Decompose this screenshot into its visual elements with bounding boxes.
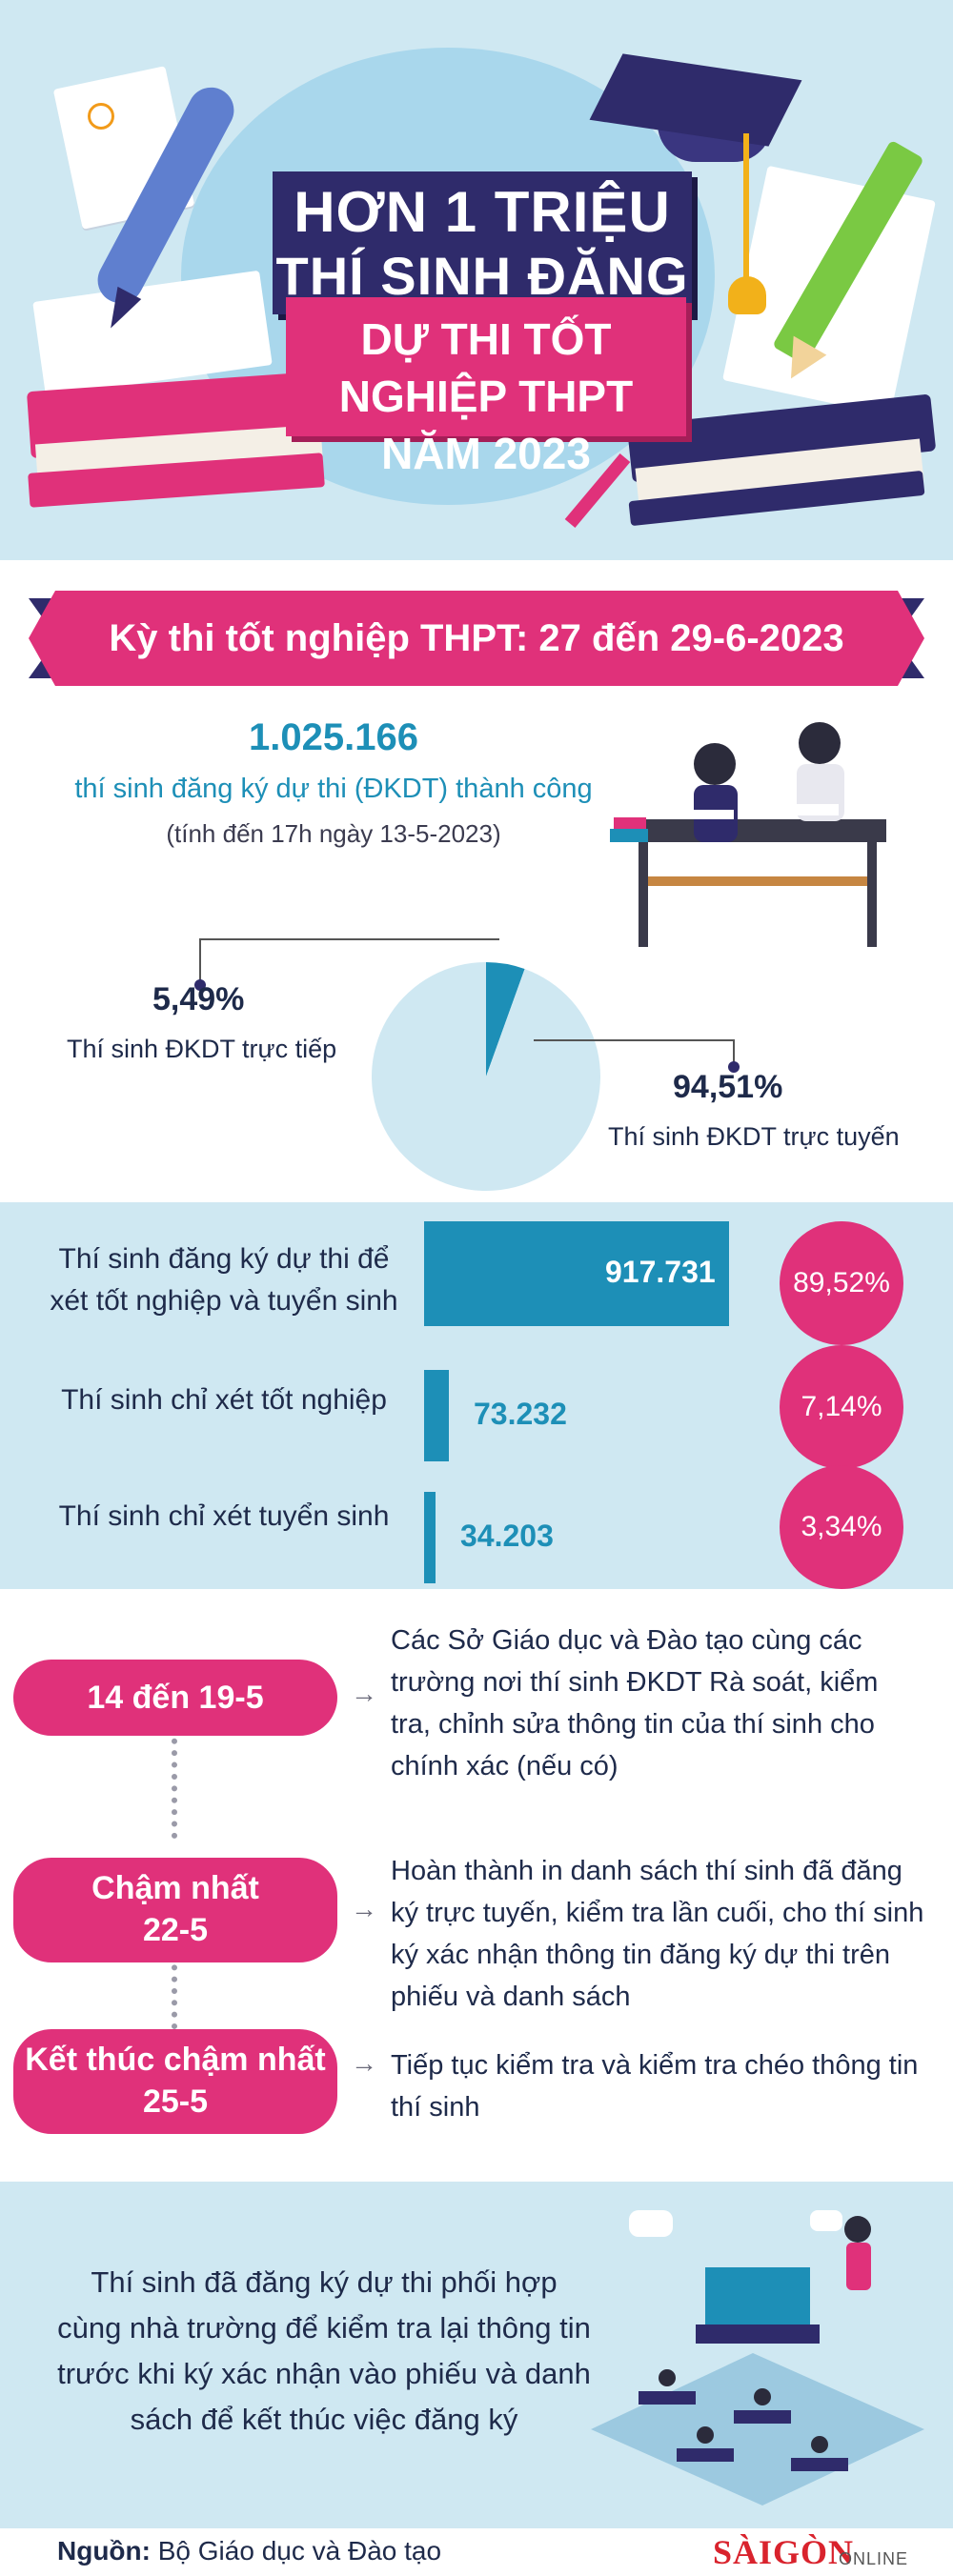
hero-section: HƠN 1 TRIỆU THÍ SINH ĐĂNG KÝ DỰ THI TỐT …	[0, 0, 953, 560]
bar-label: Thí sinh đăng ký dự thi để xét tốt nghiệ…	[29, 1238, 419, 1322]
closing-section: Thí sinh đã đăng ký dự thi phối hợp cùng…	[0, 2182, 953, 2528]
classroom-illustration	[591, 2210, 924, 2506]
timeline-connector	[172, 1715, 177, 1839]
tassel-end-icon	[728, 276, 766, 314]
registration-type-section: Thí sinh đăng ký dự thi để xét tốt nghiệ…	[0, 1202, 953, 1589]
pie-leader-right	[534, 1039, 740, 1073]
source-value: Bộ Giáo dục và Đào tạo	[157, 2536, 442, 2566]
title-line-1: HƠN 1 TRIỆU	[294, 180, 671, 244]
bar-value-label: 34.203	[460, 1519, 554, 1553]
bar	[424, 1370, 449, 1461]
online-vs-direct-pie	[372, 962, 601, 1191]
subtitle-box: DỰ THI TỐT NGHIỆP THPT NĂM 2023	[286, 297, 686, 478]
direct-percent: 5,49%	[152, 981, 245, 1017]
timeline-date: 14 đến 19-5	[87, 1680, 264, 1716]
banner-ribbon-shape	[29, 591, 924, 686]
bar	[424, 1221, 729, 1326]
source-label: Nguồn:	[57, 2536, 151, 2566]
timeline-description: Hoàn thành in danh sách thí sinh đã đăng…	[391, 1856, 924, 2012]
timeline-description: Các Sở Giáo dục và Đào tạo cùng các trườ…	[391, 1625, 879, 1781]
banner-text: Kỳ thi tốt nghiệp THPT: 27 đến 29-6-2023	[109, 617, 844, 659]
as-of-note: (tính đến 17h ngày 13-5-2023)	[166, 819, 501, 848]
bar-label-line: Thí sinh đăng ký dự thi để	[58, 1243, 390, 1275]
timeline-connector	[172, 1953, 177, 2029]
arrow-right-icon: →	[351, 2048, 377, 2078]
publisher-logo-suffix: ONLINE	[839, 2549, 909, 2568]
bar	[424, 1492, 436, 1583]
timeline-date-pill: Kết thúc chậm nhất 25-5	[13, 2029, 337, 2134]
pie-leader-left	[194, 938, 499, 991]
source-line: Nguồn: Bộ Giáo dục và Đào tạo	[57, 2536, 441, 2566]
direct-label: Thí sinh ĐKDT trực tiếp	[67, 1035, 337, 1063]
online-label: Thí sinh ĐKDT trực tuyến	[608, 1122, 900, 1151]
timeline-description: Tiếp tục kiểm tra và kiểm tra chéo thông…	[391, 2050, 919, 2123]
pie-slice	[486, 962, 525, 1077]
timeline-date-pill: 14 đến 19-5	[13, 1660, 337, 1736]
publisher-logo: SÀIGÒN	[713, 2533, 855, 2571]
timeline-date: 22-5	[142, 1912, 209, 1948]
tassel-icon	[743, 133, 749, 286]
total-registered-label: thí sinh đăng ký dự thi (ĐKDT) thành côn…	[74, 774, 593, 804]
percent-circle: 7,14%	[780, 1345, 903, 1469]
closing-text: Thí sinh đã đăng ký dự thi phối hợp cùng…	[57, 2265, 591, 2436]
timeline-date: 25-5	[142, 2083, 209, 2120]
arrow-right-icon: →	[351, 1894, 377, 1923]
bar-label: Thí sinh chỉ xét tốt nghiệp	[29, 1379, 419, 1421]
checkmark-icon	[88, 103, 114, 130]
title-line-4: NĂM 2023	[381, 429, 591, 478]
bar-value-label: 73.232	[474, 1397, 567, 1431]
bar-label-line: xét tốt nghiệp và tuyển sinh	[50, 1285, 398, 1317]
pie-slice	[372, 962, 601, 1191]
students-at-desk-illustration	[610, 722, 886, 947]
timeline-date-pill: Chậm nhất 22-5	[13, 1858, 337, 1962]
timeline-date: Chậm nhất	[91, 1870, 259, 1906]
total-registered: 1.025.166	[249, 716, 418, 758]
title-box: HƠN 1 TRIỆU THÍ SINH ĐĂNG KÝ	[273, 171, 692, 367]
timeline-date: Kết thúc chậm nhất	[25, 2042, 326, 2078]
title-line-3: DỰ THI TỐT NGHIỆP THPT	[338, 314, 634, 421]
bar-label: Thí sinh chỉ xét tuyển sinh	[29, 1496, 419, 1538]
arrow-right-icon: →	[351, 1679, 377, 1708]
percent-circle: 89,52%	[780, 1221, 903, 1345]
bar-label-line: Thí sinh chỉ xét tốt nghiệp	[61, 1384, 387, 1416]
percent-circle: 3,34%	[780, 1465, 903, 1589]
bar-value-label: 917.731	[605, 1255, 716, 1289]
bar-label-line: Thí sinh chỉ xét tuyển sinh	[58, 1500, 390, 1532]
online-percent: 94,51%	[673, 1069, 783, 1105]
exam-date-banner: Kỳ thi tốt nghiệp THPT: 27 đến 29-6-2023	[29, 591, 924, 686]
